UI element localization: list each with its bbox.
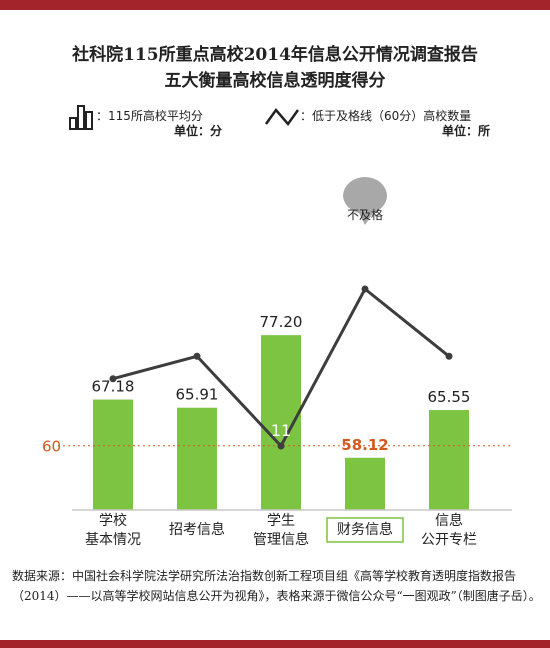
chart-title-line1: 社科院115所重点高校2014年信息公开情况调查报告 xyxy=(72,45,478,65)
bar-4 xyxy=(429,410,469,510)
fail-callout-label: 不及格 xyxy=(347,207,383,222)
bottom-accent-bar xyxy=(0,640,550,648)
fail-callout-bubble xyxy=(343,177,387,225)
count-value-label-1: 35 xyxy=(187,332,207,351)
bar-1 xyxy=(177,407,217,510)
bar-value-label-0: 67.18 xyxy=(92,378,135,396)
count-value-label-2: 11 xyxy=(271,421,291,440)
category-label-3-0: 财务信息 xyxy=(337,521,393,538)
highlight-category-box xyxy=(326,517,404,543)
category-label-0-1: 基本情况 xyxy=(85,531,141,548)
count-point-2 xyxy=(277,442,285,450)
count-point-3 xyxy=(361,285,369,293)
legend-bar-unit: 单位：分 xyxy=(174,124,223,138)
legend-bar-label: ：115所高校平均分 xyxy=(96,109,203,123)
bar-3 xyxy=(345,457,385,510)
count-point-0 xyxy=(109,375,117,383)
count-point-1 xyxy=(193,352,201,360)
line-chart-icon xyxy=(264,107,300,127)
bar-value-label-4: 65.55 xyxy=(428,388,471,406)
count-point-4 xyxy=(445,352,453,360)
count-value-label-4: 35 xyxy=(439,329,459,348)
category-label-4-0: 信息 xyxy=(435,512,463,529)
bar-value-label-3: 58.12 xyxy=(341,436,388,454)
chart-title-line2: 五大衡量高校信息透明度得分 xyxy=(164,71,386,91)
category-label-0-0: 学校 xyxy=(99,512,127,529)
category-label-2-0: 学生 xyxy=(267,513,295,529)
source-note: 数据来源：中国社会科学院法学研究所法治指数创新工程项目组《高等学校教育透明度指数… xyxy=(12,569,541,603)
legend-line-label: ：低于及格线（60分）高校数量 xyxy=(300,109,472,123)
bar-chart-icon xyxy=(69,105,93,130)
bar-0 xyxy=(93,399,133,510)
bar-value-label-1: 65.91 xyxy=(176,386,219,404)
reference-label: 60 xyxy=(42,438,61,456)
count-value-label-3: 53 xyxy=(355,306,375,325)
top-accent-bar xyxy=(0,0,550,10)
legend-line-unit: 单位：所 xyxy=(442,124,491,138)
category-label-1-0: 招考信息 xyxy=(169,521,225,538)
category-label-4-1: 公开专栏 xyxy=(421,532,477,548)
bar-value-label-2: 77.20 xyxy=(260,313,303,331)
category-label-2-1: 管理信息 xyxy=(253,531,309,548)
count-value-label-0: 29 xyxy=(103,355,123,374)
